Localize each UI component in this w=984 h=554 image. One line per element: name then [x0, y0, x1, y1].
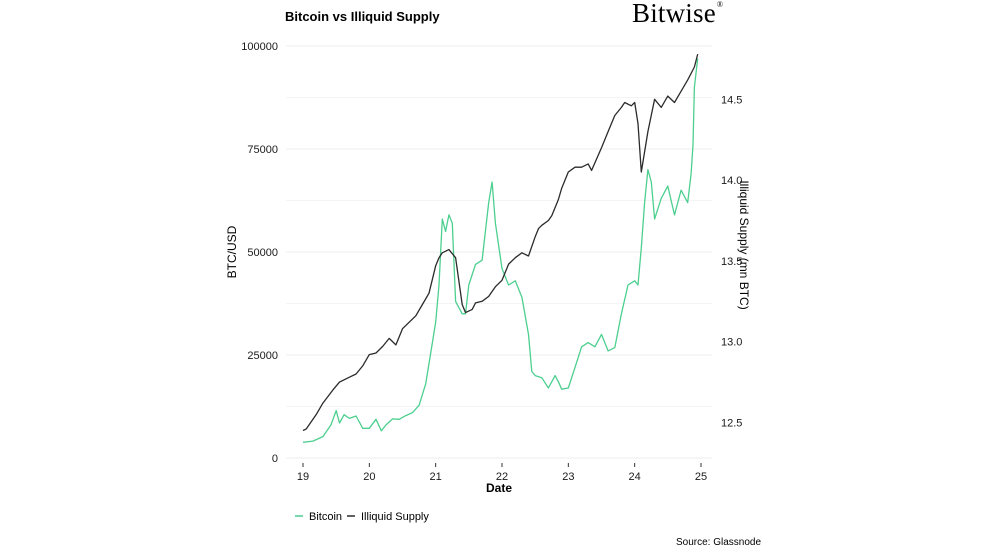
x-tick-label: 19 [297, 471, 309, 483]
x-tick-label: 25 [695, 471, 707, 483]
y-right-tick-label: 14.0 [721, 175, 742, 187]
brand-logo: Bitwise® [632, 0, 723, 29]
y-right-tick-label: 14.5 [721, 94, 742, 106]
y-axis-left-label: BTC/USD [225, 225, 239, 278]
legend-illiquid-label: Illiquid Supply [361, 511, 429, 523]
y-left-tick-label: 100000 [241, 41, 278, 53]
x-tick-label: 24 [629, 471, 641, 483]
y-left-tick-label: 75000 [247, 144, 278, 156]
x-tick-label: 21 [430, 471, 442, 483]
legend-bitcoin-label: Bitcoin [309, 511, 342, 523]
chart-title: Bitcoin vs Illiquid Supply [285, 9, 440, 24]
y-left-tick-label: 25000 [247, 350, 278, 362]
y-right-tick-label: 13.0 [721, 337, 742, 349]
y-right-tick-label: 13.5 [721, 256, 742, 268]
y-axis-right-label: Illiquid Supply (mn BTC) [737, 180, 751, 309]
axes: 0 25000 50000 75000 100000 12.5 13.0 13.5 14.0 14… [241, 41, 742, 483]
x-tick-label: 23 [562, 471, 574, 483]
brand-name: Bitwise [632, 0, 716, 28]
x-tick-label: 20 [363, 471, 375, 483]
source-note: Source: Glassnode [676, 537, 762, 548]
series-layer [302, 53, 699, 443]
y-left-tick-label: 50000 [247, 247, 278, 259]
y-right-tick-label: 12.5 [721, 417, 742, 429]
y-left-tick-label: 0 [272, 453, 278, 465]
brand-registered-mark: ® [716, 0, 724, 9]
illiquid-supply-line [302, 53, 699, 432]
x-axis-label: Date [486, 481, 512, 495]
bitcoin-price-line [302, 58, 699, 443]
x-tick-label: 22 [496, 471, 508, 483]
legend: Bitcoin Illiquid Supply [295, 511, 429, 523]
